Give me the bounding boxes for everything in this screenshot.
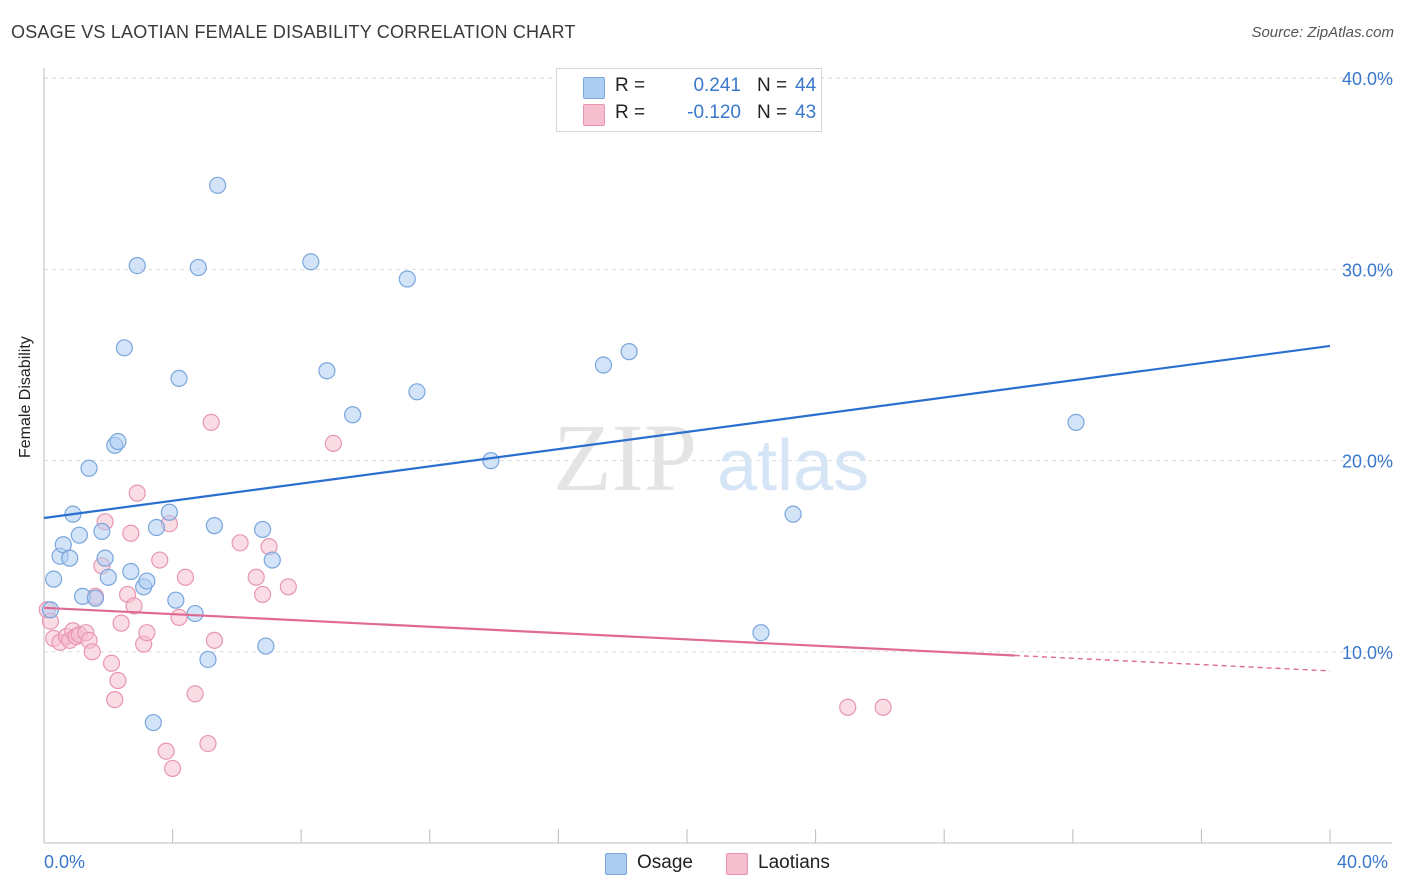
watermark-zip: ZIP <box>553 404 697 511</box>
osage-points <box>41 176 1085 732</box>
laotian-point <box>109 671 127 690</box>
bottom-legend-label: Osage <box>637 852 693 873</box>
laotian-point <box>231 534 249 552</box>
osage-point <box>257 637 275 655</box>
y-tick-label: 40.0% <box>1342 69 1393 89</box>
osage-point <box>80 459 98 477</box>
laotian-point <box>122 524 140 542</box>
legend-n-value: 44 <box>795 75 817 96</box>
legend-r-label: R = <box>615 102 646 123</box>
osage-point <box>160 503 178 521</box>
osage-point <box>41 601 60 619</box>
osage-point <box>752 624 770 642</box>
bottom-legend-label: Laotians <box>758 852 830 873</box>
laotian-point <box>205 631 223 649</box>
watermark: ZIP atlas <box>553 404 869 511</box>
osage-point <box>147 518 166 537</box>
laotian-point <box>83 643 101 661</box>
osage-point <box>86 589 105 607</box>
x-ticks <box>172 829 1331 843</box>
y-axis-label: Female Disability <box>17 336 34 458</box>
y-tick-label: 10.0% <box>1342 643 1393 663</box>
osage-point <box>99 568 117 586</box>
laotian-trend-line <box>43 606 1015 657</box>
osage-point <box>620 343 638 361</box>
osage-trend-line <box>43 344 1331 520</box>
osage-swatch <box>583 77 605 99</box>
osage-point <box>263 551 281 569</box>
legend-n-label: N = <box>757 75 788 96</box>
osage-point <box>398 270 416 288</box>
osage-point <box>318 362 336 380</box>
laotian-point <box>170 608 188 626</box>
y-tick-label: 30.0% <box>1342 260 1393 280</box>
laotian-point <box>176 568 195 586</box>
osage-point <box>115 339 133 357</box>
laotian-point <box>157 742 175 760</box>
osage-point <box>170 369 188 388</box>
trend-lines <box>43 344 1331 672</box>
osage-point <box>189 258 207 277</box>
x-tick-label-min: 0.0% <box>44 852 86 872</box>
laotian-point <box>164 759 182 778</box>
laotian-point <box>106 691 124 709</box>
osage-point <box>61 549 79 567</box>
osage-point <box>186 604 204 623</box>
osage-point <box>45 570 63 588</box>
osage-point <box>138 572 156 590</box>
osage-point <box>199 650 217 669</box>
osage-point <box>302 253 320 271</box>
axes <box>43 68 1392 844</box>
laotian-point <box>279 578 297 596</box>
osage-point <box>70 526 88 544</box>
osage-swatch <box>605 853 627 875</box>
osage-point <box>784 505 802 523</box>
laotian-point <box>874 698 892 716</box>
legend-r-label: R = <box>615 75 646 96</box>
osage-point <box>344 406 362 424</box>
osage-point <box>144 713 162 732</box>
osage-point <box>122 562 140 581</box>
chart-title: OSAGE VS LAOTIAN FEMALE DISABILITY CORRE… <box>11 22 576 42</box>
osage-point <box>109 432 127 451</box>
osage-point <box>128 257 146 275</box>
osage-point <box>209 176 227 194</box>
source-label: Source: ZipAtlas.com <box>1251 24 1394 41</box>
laotian-point <box>839 698 857 716</box>
y-tick-label: 20.0% <box>1342 452 1393 472</box>
osage-point <box>167 591 185 609</box>
osage-point <box>408 383 426 401</box>
laotian-point <box>202 413 220 431</box>
legend-r-value: -0.120 <box>687 102 741 123</box>
laotian-point <box>247 568 265 586</box>
laotian-point <box>138 624 156 642</box>
laotian-point <box>186 685 204 703</box>
correlation-legend: R = 0.241 N = 44 R = -0.120 N = 43 <box>556 68 822 132</box>
osage-point <box>96 549 114 567</box>
laotian-point <box>125 597 143 615</box>
x-tick-label-max: 40.0% <box>1337 852 1389 872</box>
legend-n-value: 43 <box>795 102 817 123</box>
osage-point <box>93 522 111 540</box>
laotian-point <box>112 614 130 632</box>
legend-r-value: 0.241 <box>693 75 741 96</box>
laotian-point <box>151 551 169 569</box>
laotian-swatch <box>726 853 748 875</box>
legend-n-label: N = <box>757 102 788 123</box>
osage-point <box>482 452 500 470</box>
osage-point <box>254 520 272 539</box>
laotian-point <box>102 654 121 672</box>
y-tick-labels: 10.0% 20.0% 30.0% 40.0% <box>1342 69 1393 663</box>
laotian-trend-line-extension <box>1014 654 1331 672</box>
laotian-point <box>128 484 146 502</box>
laotian-point <box>199 734 217 753</box>
osage-point <box>1067 413 1085 431</box>
osage-point <box>205 517 223 535</box>
laotian-swatch <box>583 104 605 126</box>
laotian-point <box>254 585 272 604</box>
osage-point <box>594 356 613 374</box>
watermark-atlas: atlas <box>717 426 869 506</box>
laotian-point <box>324 434 342 453</box>
